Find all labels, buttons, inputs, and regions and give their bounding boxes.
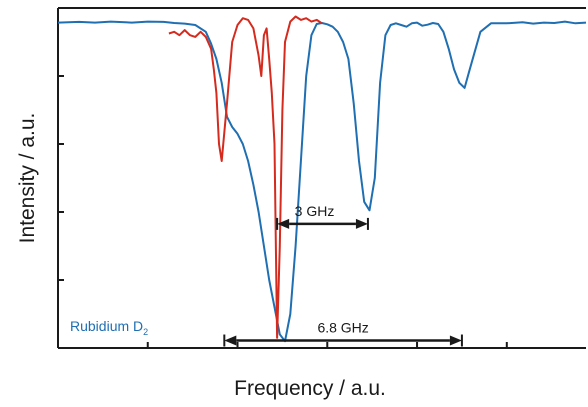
plot-frame (57, 7, 586, 349)
annotation-arrow-0-head-left (277, 218, 290, 229)
y-axis-label: Intensity / a.u. (16, 113, 39, 244)
annotation-label: 3 GHz (295, 203, 335, 219)
series-label: Rubidium D2 (70, 318, 148, 337)
annotation-label: 6.8 GHz (317, 320, 368, 336)
series-line-red (168, 15, 323, 339)
x-axis-label: Frequency / a.u. (234, 377, 386, 400)
series-label-subscript: 2 (143, 327, 148, 337)
series-layer (57, 15, 587, 343)
annotation-arrow-0-head-right (355, 218, 368, 229)
annotation-arrow-1-head-left (224, 335, 237, 346)
annotation-layer: 3 GHz 6.8 GHz (223, 203, 463, 347)
series-label-main: Rubidium D (70, 318, 143, 334)
series-line-blue (57, 20, 587, 343)
annotation-arrow-1-head-right (449, 335, 462, 346)
